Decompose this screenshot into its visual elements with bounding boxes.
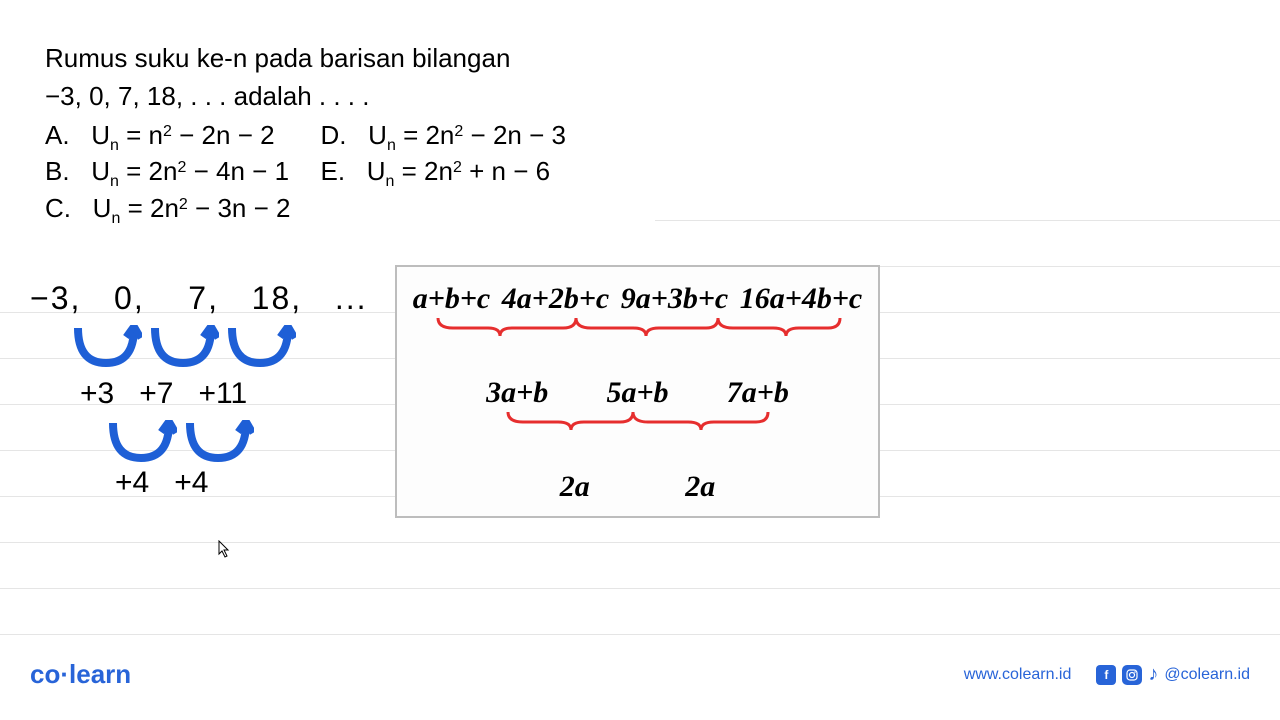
sequence-row: −3, 0, 7, 18, ... — [30, 280, 367, 317]
cursor-icon — [218, 540, 232, 561]
instagram-icon — [1122, 665, 1142, 685]
facebook-icon: f — [1096, 665, 1116, 685]
arc-icon — [70, 325, 142, 370]
arc-icon — [182, 420, 254, 465]
arc-row-2 — [105, 420, 254, 465]
social-handle: @colearn.id — [1164, 666, 1250, 684]
footer-url: www.colearn.id — [964, 666, 1072, 684]
arc-icon — [224, 325, 296, 370]
second-differences: +4 +4 — [115, 466, 367, 500]
formula-second-diff-row: 2a 2a — [407, 470, 868, 504]
bracket-row-2 — [408, 410, 868, 432]
formula-terms-row: a+b+c 4a+2b+c 9a+3b+c 16a+4b+c — [407, 282, 868, 316]
first-differences: +3 +7 +11 — [80, 377, 367, 411]
bracket-row-1 — [408, 316, 868, 338]
footer-bar: co·learn www.colearn.id f ♪ @colearn.id — [0, 659, 1280, 690]
arc-icon — [105, 420, 177, 465]
question-line2: −3, 0, 7, 18, . . . adalah . . . . — [45, 78, 566, 114]
arc-row-1 — [70, 325, 296, 370]
option-d: D. Un = 2n2 − 2n − 3 — [320, 117, 565, 153]
formula-derivation-box: a+b+c 4a+2b+c 9a+3b+c 16a+4b+c 3a+b 5a+b… — [395, 265, 880, 518]
question-line1: Rumus suku ke-n pada barisan bilangan — [45, 40, 566, 76]
tiktok-icon: ♪ — [1148, 663, 1158, 686]
social-icons: f ♪ @colearn.id — [1096, 663, 1250, 686]
brand-logo: co·learn — [30, 659, 131, 690]
arc-icon — [147, 325, 219, 370]
option-a: A. Un = n2 − 2n − 2 — [45, 117, 290, 153]
working-area: −3, 0, 7, 18, ... +3 +7 +11 +4 +4 — [30, 280, 367, 500]
formula-first-diff-row: 3a+b 5a+b 7a+b — [407, 376, 868, 410]
footer-right: www.colearn.id f ♪ @colearn.id — [964, 663, 1250, 686]
